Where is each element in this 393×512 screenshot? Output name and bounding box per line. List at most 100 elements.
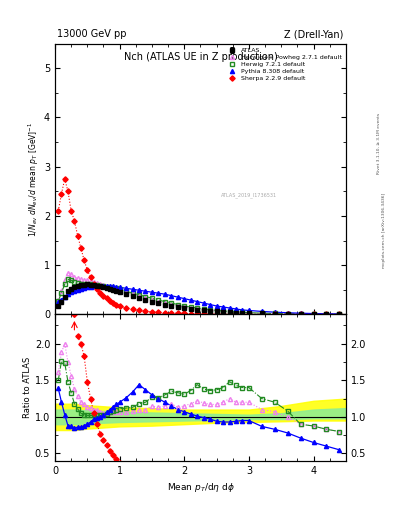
Pythia 8.308 default <box>79 286 83 292</box>
Herwig 7.2.1 default <box>69 278 73 284</box>
Pythia 8.308 default <box>208 302 213 308</box>
Herwig++ Powheg 2.7.1 default <box>124 289 129 295</box>
Sherpa 2.2.9 default <box>195 311 200 317</box>
Herwig 7.2.1 default <box>108 284 112 290</box>
Pythia 8.308 default <box>95 283 99 289</box>
Herwig 7.2.1 default <box>175 302 180 308</box>
Herwig 7.2.1 default <box>208 307 213 313</box>
Herwig++ Powheg 2.7.1 default <box>156 298 161 305</box>
Pythia 8.308 default <box>175 294 180 300</box>
Pythia 8.308 default <box>227 305 232 311</box>
Herwig++ Powheg 2.7.1 default <box>111 285 116 291</box>
Sherpa 2.2.9 default <box>111 300 116 306</box>
Pythia 8.308 default <box>111 283 116 289</box>
Sherpa 2.2.9 default <box>285 311 290 317</box>
Herwig 7.2.1 default <box>75 280 80 286</box>
Pythia 8.308 default <box>66 291 70 297</box>
Sherpa 2.2.9 default <box>101 292 106 298</box>
Sherpa 2.2.9 default <box>201 311 206 317</box>
Pythia 8.308 default <box>240 307 245 313</box>
Herwig++ Powheg 2.7.1 default <box>182 304 187 310</box>
Herwig++ Powheg 2.7.1 default <box>221 308 226 314</box>
Herwig++ Powheg 2.7.1 default <box>208 307 213 313</box>
Herwig++ Powheg 2.7.1 default <box>246 310 251 316</box>
Herwig 7.2.1 default <box>137 292 141 298</box>
Herwig++ Powheg 2.7.1 default <box>285 311 290 317</box>
Sherpa 2.2.9 default <box>311 311 316 317</box>
Herwig++ Powheg 2.7.1 default <box>95 280 99 286</box>
Pythia 8.308 default <box>62 293 67 300</box>
Sherpa 2.2.9 default <box>259 311 264 317</box>
Herwig++ Powheg 2.7.1 default <box>105 283 109 289</box>
Text: ATLAS_2019_I1736531: ATLAS_2019_I1736531 <box>221 193 277 198</box>
Sherpa 2.2.9 default <box>208 311 213 317</box>
Sherpa 2.2.9 default <box>66 188 70 195</box>
Herwig++ Powheg 2.7.1 default <box>240 310 245 316</box>
Sherpa 2.2.9 default <box>98 290 103 296</box>
Herwig++ Powheg 2.7.1 default <box>101 282 106 288</box>
Pythia 8.308 default <box>188 297 193 303</box>
Herwig 7.2.1 default <box>201 306 206 312</box>
Sherpa 2.2.9 default <box>137 307 141 313</box>
Herwig++ Powheg 2.7.1 default <box>92 280 96 286</box>
Sherpa 2.2.9 default <box>221 311 226 317</box>
Pythia 8.308 default <box>285 310 290 316</box>
Herwig++ Powheg 2.7.1 default <box>311 311 316 317</box>
Herwig 7.2.1 default <box>130 290 135 296</box>
Pythia 8.308 default <box>272 309 277 315</box>
Herwig 7.2.1 default <box>298 311 303 317</box>
Sherpa 2.2.9 default <box>324 311 329 317</box>
Line: Sherpa 2.2.9 default: Sherpa 2.2.9 default <box>56 177 341 316</box>
Pythia 8.308 default <box>59 296 64 303</box>
Herwig++ Powheg 2.7.1 default <box>259 310 264 316</box>
Sherpa 2.2.9 default <box>117 303 122 309</box>
Sherpa 2.2.9 default <box>214 311 219 317</box>
Sherpa 2.2.9 default <box>72 218 77 224</box>
Pythia 8.308 default <box>163 291 167 297</box>
X-axis label: Mean $p_T$/d$\eta$ d$\phi$: Mean $p_T$/d$\eta$ d$\phi$ <box>167 481 234 494</box>
Herwig++ Powheg 2.7.1 default <box>337 311 342 317</box>
Herwig++ Powheg 2.7.1 default <box>72 274 77 280</box>
Sherpa 2.2.9 default <box>150 309 154 315</box>
Sherpa 2.2.9 default <box>114 302 119 308</box>
Pythia 8.308 default <box>233 306 238 312</box>
Herwig 7.2.1 default <box>163 298 167 305</box>
Pythia 8.308 default <box>105 283 109 289</box>
Sherpa 2.2.9 default <box>62 176 67 182</box>
Sherpa 2.2.9 default <box>163 310 167 316</box>
Herwig++ Powheg 2.7.1 default <box>188 305 193 311</box>
Pythia 8.308 default <box>124 285 129 291</box>
Herwig++ Powheg 2.7.1 default <box>214 308 219 314</box>
Herwig 7.2.1 default <box>124 288 129 294</box>
Pythia 8.308 default <box>56 299 61 305</box>
Herwig 7.2.1 default <box>111 285 116 291</box>
Herwig++ Powheg 2.7.1 default <box>175 303 180 309</box>
Pythia 8.308 default <box>259 308 264 314</box>
Pythia 8.308 default <box>143 288 148 294</box>
Text: 13000 GeV pp: 13000 GeV pp <box>57 29 127 39</box>
Pythia 8.308 default <box>114 284 119 290</box>
Herwig++ Powheg 2.7.1 default <box>108 284 112 290</box>
Herwig 7.2.1 default <box>182 303 187 309</box>
Herwig++ Powheg 2.7.1 default <box>227 309 232 315</box>
Herwig++ Powheg 2.7.1 default <box>56 297 61 303</box>
Sherpa 2.2.9 default <box>272 311 277 317</box>
Pythia 8.308 default <box>85 284 90 290</box>
Sherpa 2.2.9 default <box>175 310 180 316</box>
Herwig++ Powheg 2.7.1 default <box>169 302 174 308</box>
Sherpa 2.2.9 default <box>246 311 251 317</box>
Line: Herwig++ Powheg 2.7.1 default: Herwig++ Powheg 2.7.1 default <box>56 271 342 316</box>
Text: Nch (ATLAS UE in Z production): Nch (ATLAS UE in Z production) <box>123 52 277 61</box>
Pythia 8.308 default <box>108 283 112 289</box>
Pythia 8.308 default <box>88 284 93 290</box>
Y-axis label: Ratio to ATLAS: Ratio to ATLAS <box>23 357 32 418</box>
Sherpa 2.2.9 default <box>82 257 86 263</box>
Sherpa 2.2.9 default <box>124 305 129 311</box>
Sherpa 2.2.9 default <box>298 311 303 317</box>
Herwig++ Powheg 2.7.1 default <box>272 310 277 316</box>
Pythia 8.308 default <box>201 300 206 306</box>
Sherpa 2.2.9 default <box>85 267 90 273</box>
Pythia 8.308 default <box>324 311 329 317</box>
Sherpa 2.2.9 default <box>92 281 96 287</box>
Herwig++ Powheg 2.7.1 default <box>233 309 238 315</box>
